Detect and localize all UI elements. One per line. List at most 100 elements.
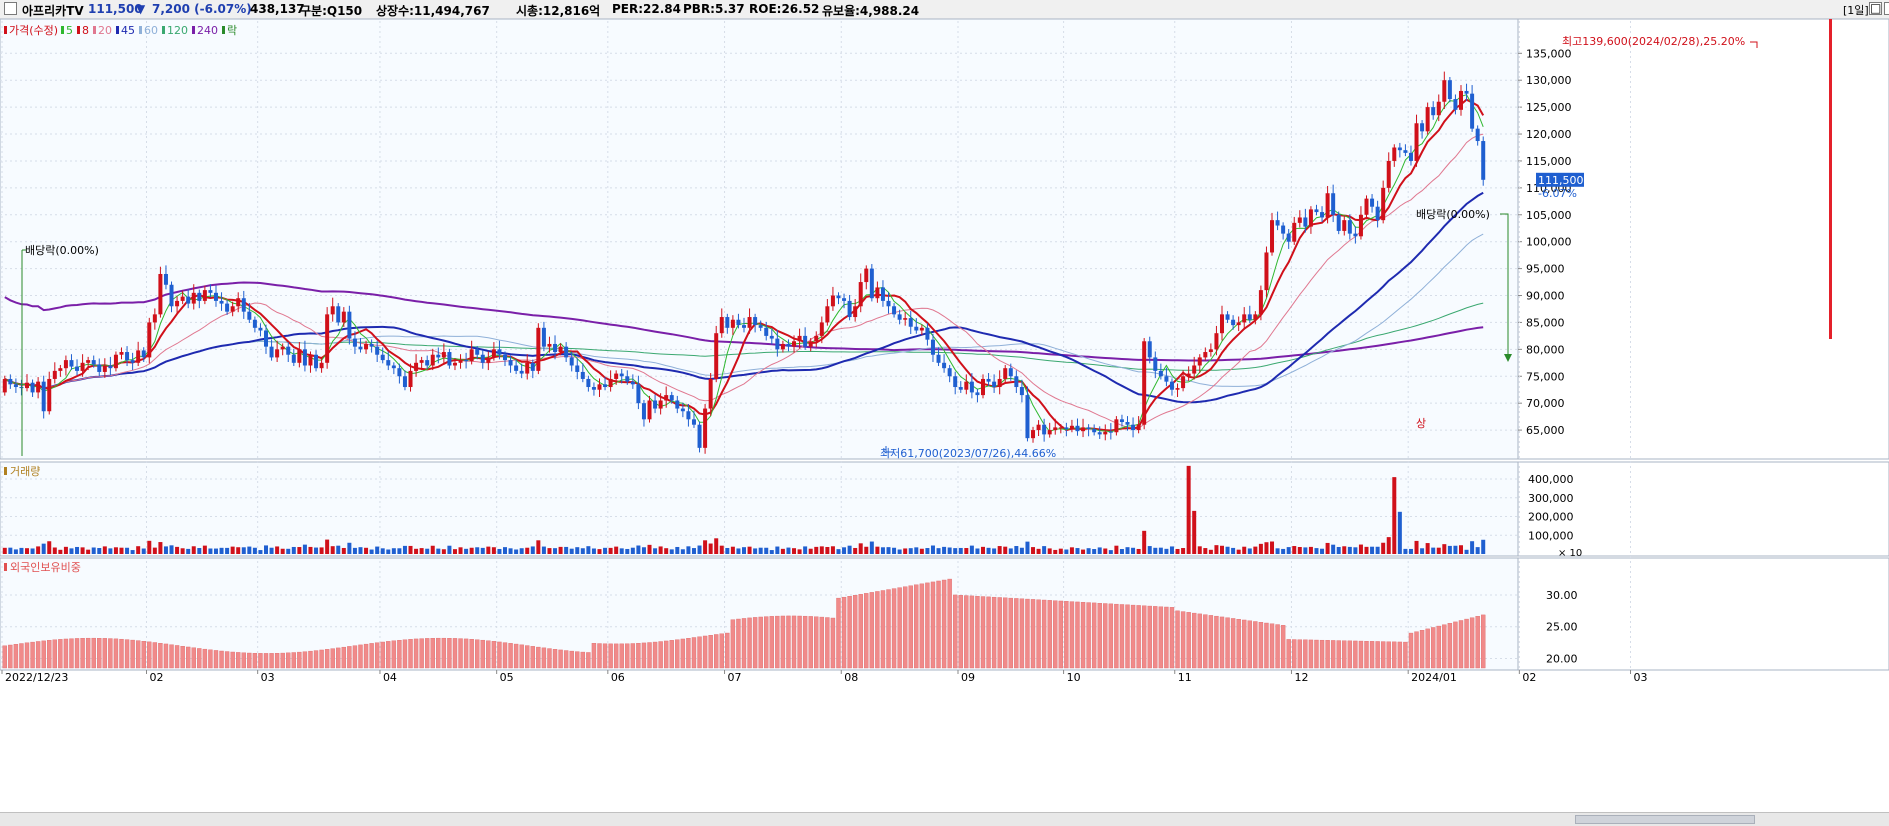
volume-bar	[152, 547, 157, 554]
ma8-line	[4, 98, 1485, 432]
volume-bar	[1014, 546, 1019, 554]
foreign-bar	[541, 647, 547, 669]
volume-bar	[1314, 548, 1319, 554]
volume-bar	[986, 547, 991, 554]
foreign-bar	[719, 633, 724, 669]
volume-bar	[908, 548, 913, 554]
volume-bar	[1131, 547, 1136, 554]
candle-body	[1186, 373, 1191, 377]
volume-bar	[1108, 550, 1113, 554]
candle-body	[980, 378, 985, 396]
candle-body	[1458, 90, 1463, 110]
candle-body	[1258, 290, 1263, 315]
volume-bar	[202, 545, 207, 554]
foreign-bar	[1186, 612, 1191, 669]
foreign-bar	[1197, 613, 1202, 669]
foreign-bar	[758, 616, 763, 669]
foreign-bar	[413, 638, 419, 669]
price-tick-label: 90,000	[1526, 290, 1565, 303]
foreign-bar	[1364, 640, 1369, 669]
foreign-bar	[808, 616, 813, 669]
checkbox-icon[interactable]	[4, 2, 17, 15]
foreign-bar	[725, 632, 730, 669]
candle-body	[2, 378, 7, 393]
volume-bar	[1392, 477, 1397, 554]
maximize-icon[interactable]: □	[1869, 1, 1882, 15]
candle-body	[1142, 341, 1147, 425]
volume-pane-bg	[0, 461, 1519, 557]
volume-bar	[914, 547, 919, 554]
volume-bar	[208, 548, 213, 554]
candle-body	[864, 268, 869, 283]
volume-bar	[792, 548, 797, 554]
candle-body	[364, 343, 369, 350]
candle-body	[1197, 357, 1202, 366]
foreign-bar	[85, 637, 91, 669]
volume-bar	[1270, 541, 1275, 554]
foreign-bar	[575, 651, 580, 669]
period-selector[interactable]: [1일]	[1843, 4, 1869, 17]
close-icon[interactable]	[1884, 2, 1889, 15]
scrollbar-thumb[interactable]	[1575, 815, 1755, 824]
volume-bar	[530, 546, 535, 554]
legend-ma45: 45	[121, 24, 135, 37]
foreign-bar	[747, 617, 752, 669]
volume-bar	[358, 547, 363, 554]
volume-bar	[1047, 548, 1052, 554]
foreign-bar	[163, 643, 169, 669]
foreign-bar	[1408, 632, 1414, 669]
volume-bar	[641, 547, 646, 554]
foreign-bar	[419, 638, 424, 669]
candle-body	[1370, 198, 1375, 207]
candle-body	[1420, 123, 1425, 132]
candle-body	[108, 365, 113, 369]
volume-bar	[997, 546, 1002, 554]
foreign-bar	[691, 637, 697, 669]
volume-bar	[58, 549, 63, 554]
candle-body	[41, 381, 46, 412]
volume-bar	[469, 547, 474, 554]
legend-foreign-marker	[4, 563, 7, 571]
volume-bar	[686, 546, 691, 554]
price-tick-label: 85,000	[1526, 316, 1565, 329]
foreign-bar	[141, 641, 146, 669]
volume-bar	[419, 548, 424, 554]
foreign-bar	[519, 644, 524, 669]
candle-body	[1392, 147, 1397, 161]
candle-body	[1447, 80, 1452, 100]
volume-bar	[630, 547, 635, 554]
candle-body	[730, 319, 735, 328]
volume-bar	[992, 548, 997, 554]
candle-body	[1264, 252, 1269, 291]
horizontal-scrollbar[interactable]	[0, 812, 1889, 826]
candle-body	[119, 352, 124, 355]
volume-bar	[163, 546, 168, 554]
candle-body	[697, 424, 702, 448]
candle-body	[1158, 370, 1163, 377]
volume-bar	[80, 547, 85, 554]
candle-body	[636, 384, 641, 404]
volume-bar	[241, 547, 246, 554]
volume-bar	[930, 545, 935, 554]
volume-bar	[380, 548, 385, 554]
volume-bar	[1081, 549, 1086, 554]
candle-body	[1275, 220, 1280, 226]
price-tick-label: 130,000	[1526, 74, 1572, 87]
foreign-bar	[936, 580, 941, 669]
candle-body	[880, 287, 885, 301]
foreign-bar	[802, 615, 808, 669]
foreign-bar	[1442, 624, 1447, 669]
foreign-bar	[736, 618, 741, 669]
candle-body	[113, 354, 118, 369]
volume-tick-label: 200,000	[1528, 511, 1574, 524]
volume-bar	[1458, 545, 1463, 554]
foreign-bar	[1369, 641, 1375, 669]
candle-body	[1481, 141, 1486, 180]
candle-body	[464, 360, 469, 362]
volume-bar	[336, 545, 341, 554]
volume-bar	[892, 547, 897, 554]
candle-body	[208, 290, 213, 293]
candle-body	[136, 350, 141, 363]
